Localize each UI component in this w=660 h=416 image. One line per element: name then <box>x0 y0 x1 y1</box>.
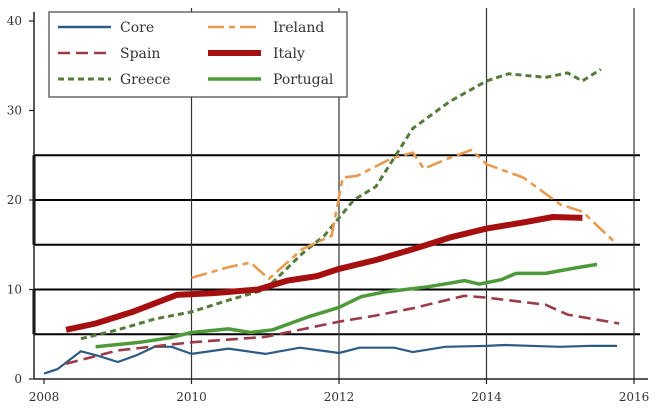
x-tick-label: 2010 <box>176 390 207 404</box>
legend-label-italy: Italy <box>273 46 305 62</box>
x-tick-label: 2016 <box>619 390 650 404</box>
legend-label-portugal: Portugal <box>273 72 334 88</box>
y-tick-label: 0 <box>14 372 22 386</box>
y-tick-label: 20 <box>7 193 22 207</box>
series-line-greece <box>80 68 602 341</box>
series-line-spain <box>65 294 620 366</box>
legend-label-ireland: Ireland <box>273 20 324 36</box>
legend-label-core: Core <box>120 20 154 36</box>
series-line-portugal <box>95 262 598 349</box>
y-tick-label: 40 <box>7 14 22 28</box>
axes <box>33 12 648 380</box>
x-tick-label: 2014 <box>471 390 502 404</box>
y-tick-label: 10 <box>7 283 22 297</box>
legend: Core Spain Greece Ireland Italy Portugal <box>48 11 348 98</box>
series-line-core <box>43 343 617 375</box>
y-tick-label: 30 <box>7 104 22 118</box>
x-tick-label: 2012 <box>324 390 355 404</box>
legend-label-greece: Greece <box>120 72 171 88</box>
y-ticks: 0 10 20 30 40 <box>7 14 34 386</box>
legend-label-spain: Spain <box>120 46 160 62</box>
x-tick-label: 2008 <box>29 390 60 404</box>
series-lines <box>43 68 620 375</box>
x-ticks: 2008 2010 2012 2014 2016 <box>29 379 650 404</box>
series-line-italy <box>65 214 583 333</box>
